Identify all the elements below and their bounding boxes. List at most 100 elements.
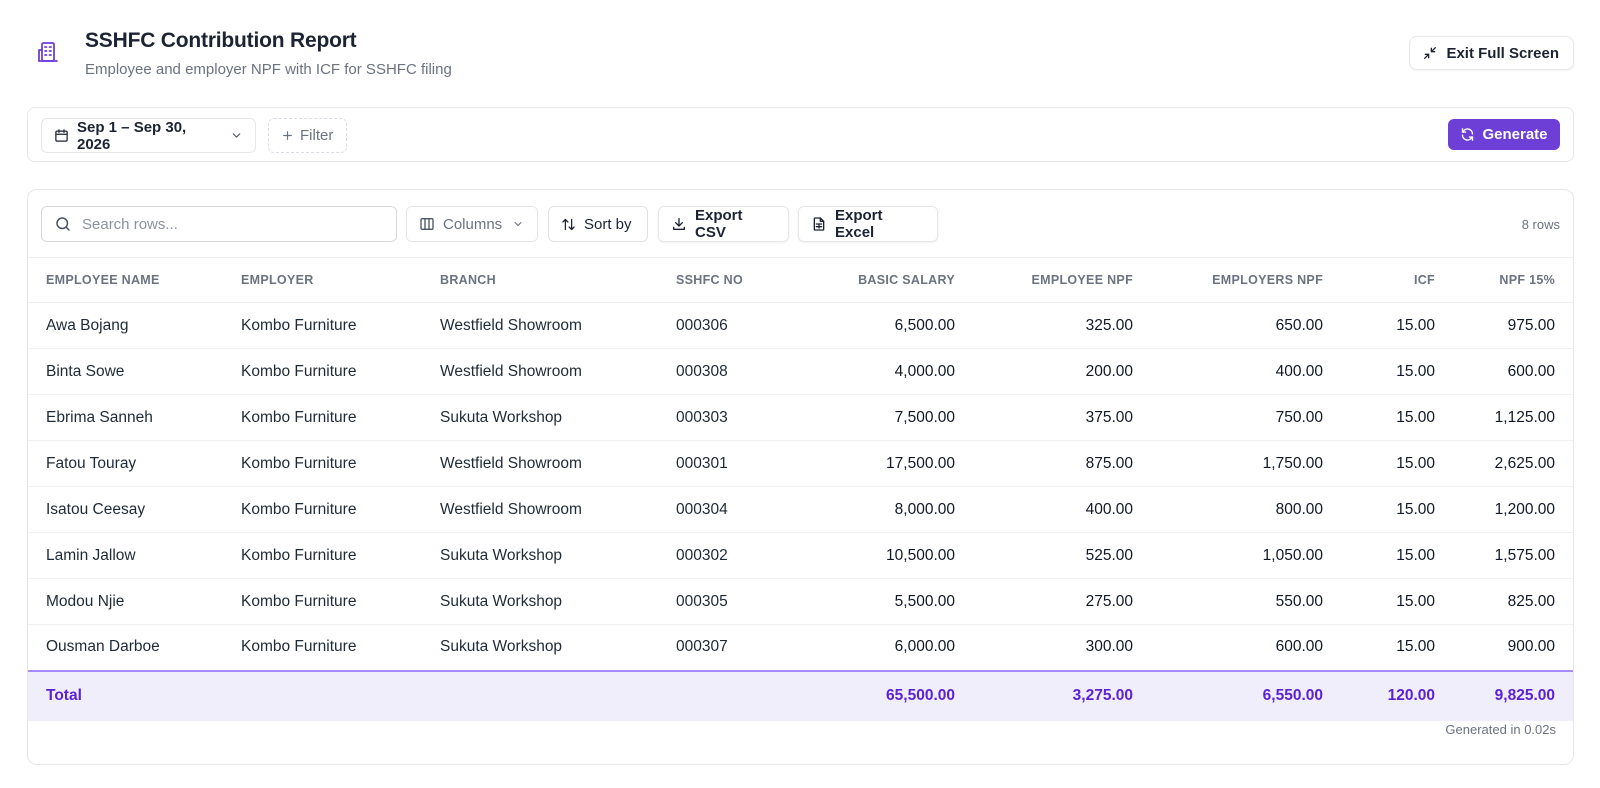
exit-fullscreen-label: Exit Full Screen — [1446, 44, 1559, 62]
cell-basic-salary: 6,500.00 — [778, 302, 973, 349]
table-row[interactable]: Awa Bojang Kombo Furniture Westfield Sho… — [28, 302, 1573, 349]
total-label: Total — [28, 669, 223, 721]
total-npf-15: 9,825.00 — [1453, 669, 1573, 721]
table-row[interactable]: Ebrima Sanneh Kombo Furniture Sukuta Wor… — [28, 394, 1573, 441]
cell-branch: Westfield Showroom — [422, 348, 658, 395]
cell-basic-salary: 4,000.00 — [778, 348, 973, 395]
cell-branch: Sukuta Workshop — [422, 394, 658, 441]
cell-employers-npf: 800.00 — [1151, 486, 1341, 533]
search-field[interactable] — [41, 206, 397, 242]
calendar-icon — [54, 128, 69, 143]
column-header-basic-salary[interactable]: Basic Salary — [778, 257, 973, 303]
column-header-employee-name[interactable]: Employee Name — [28, 257, 223, 303]
contribution-table: Employee Name Employer Branch SSHFC No B… — [28, 257, 1573, 721]
cell-npf-15: 825.00 — [1453, 578, 1573, 625]
columns-label: Columns — [443, 215, 503, 233]
total-empty-cell — [223, 669, 422, 721]
cell-employee-name: Awa Bojang — [28, 302, 223, 349]
search-icon — [54, 215, 72, 233]
columns-button[interactable]: Columns — [406, 206, 538, 242]
report-toolbar: Sep 1 – Sep 30, 2026 Filter Generate — [27, 107, 1574, 162]
total-empty-cell — [658, 669, 778, 721]
sort-label: Sort by — [584, 215, 632, 233]
cell-sshfc-no: 000301 — [658, 440, 778, 487]
cell-employers-npf: 650.00 — [1151, 302, 1341, 349]
table-row[interactable]: Modou Njie Kombo Furniture Sukuta Worksh… — [28, 578, 1573, 625]
cell-sshfc-no: 000302 — [658, 532, 778, 579]
total-empty-cell — [422, 669, 658, 721]
building-icon — [36, 40, 60, 64]
cell-branch: Sukuta Workshop — [422, 624, 658, 671]
cell-employee-npf: 275.00 — [973, 578, 1151, 625]
column-header-icf[interactable]: ICF — [1341, 257, 1453, 303]
table-row[interactable]: Isatou Ceesay Kombo Furniture Westfield … — [28, 486, 1573, 533]
cell-npf-15: 1,575.00 — [1453, 532, 1573, 579]
cell-branch: Sukuta Workshop — [422, 532, 658, 579]
cell-sshfc-no: 000304 — [658, 486, 778, 533]
cell-branch: Westfield Showroom — [422, 302, 658, 349]
cell-npf-15: 1,125.00 — [1453, 394, 1573, 441]
add-filter-button[interactable]: Filter — [268, 118, 347, 153]
generate-label: Generate — [1482, 126, 1548, 143]
cell-employer: Kombo Furniture — [223, 348, 422, 395]
cell-sshfc-no: 000307 — [658, 624, 778, 671]
generation-time-note: Generated in 0.02s — [1445, 722, 1556, 737]
exit-fullscreen-button[interactable]: Exit Full Screen — [1409, 36, 1574, 70]
cell-employee-npf: 525.00 — [973, 532, 1151, 579]
table-body: Awa Bojang Kombo Furniture Westfield Sho… — [28, 302, 1573, 721]
cell-basic-salary: 6,000.00 — [778, 624, 973, 671]
search-input[interactable] — [82, 215, 372, 233]
cell-employee-name: Ousman Darboe — [28, 624, 223, 671]
column-header-branch[interactable]: Branch — [422, 257, 658, 303]
cell-employers-npf: 1,050.00 — [1151, 532, 1341, 579]
cell-employee-name: Binta Sowe — [28, 348, 223, 395]
cell-employee-name: Fatou Touray — [28, 440, 223, 487]
cell-npf-15: 975.00 — [1453, 302, 1573, 349]
cell-employer: Kombo Furniture — [223, 486, 422, 533]
cell-employer: Kombo Furniture — [223, 532, 422, 579]
sort-icon — [561, 217, 576, 232]
cell-basic-salary: 5,500.00 — [778, 578, 973, 625]
cell-employee-npf: 325.00 — [973, 302, 1151, 349]
cell-basic-salary: 17,500.00 — [778, 440, 973, 487]
column-header-employers-npf[interactable]: Employers NPF — [1151, 257, 1341, 303]
table-row[interactable]: Fatou Touray Kombo Furniture Westfield S… — [28, 440, 1573, 487]
cell-employee-name: Ebrima Sanneh — [28, 394, 223, 441]
columns-icon — [419, 216, 435, 232]
page-subtitle: Employee and employer NPF with ICF for S… — [85, 61, 452, 78]
cell-employer: Kombo Furniture — [223, 440, 422, 487]
cell-sshfc-no: 000308 — [658, 348, 778, 395]
cell-npf-15: 600.00 — [1453, 348, 1573, 395]
export-excel-label: Export Excel — [835, 207, 883, 241]
cell-employee-name: Modou Njie — [28, 578, 223, 625]
cell-icf: 15.00 — [1341, 394, 1453, 441]
cell-icf: 15.00 — [1341, 624, 1453, 671]
cell-basic-salary: 8,000.00 — [778, 486, 973, 533]
chevron-down-icon — [230, 129, 243, 142]
cell-sshfc-no: 000306 — [658, 302, 778, 349]
table-row[interactable]: Ousman Darboe Kombo Furniture Sukuta Wor… — [28, 624, 1573, 671]
cell-icf: 15.00 — [1341, 486, 1453, 533]
sort-by-button[interactable]: Sort by — [548, 206, 648, 242]
cell-employer: Kombo Furniture — [223, 302, 422, 349]
cell-employers-npf: 400.00 — [1151, 348, 1341, 395]
total-employers-npf: 6,550.00 — [1151, 669, 1341, 721]
cell-employer: Kombo Furniture — [223, 394, 422, 441]
cell-employer: Kombo Furniture — [223, 624, 422, 671]
export-csv-button[interactable]: Export CSV — [658, 206, 789, 242]
page-header: SSHFC Contribution Report Employee and e… — [28, 26, 1574, 86]
cell-employer: Kombo Furniture — [223, 578, 422, 625]
date-range-picker[interactable]: Sep 1 – Sep 30, 2026 — [41, 118, 256, 153]
cell-employee-npf: 300.00 — [973, 624, 1151, 671]
table-header-row: Employee Name Employer Branch SSHFC No B… — [28, 257, 1573, 303]
export-excel-button[interactable]: Export Excel — [798, 206, 938, 242]
column-header-npf-15[interactable]: NPF 15% — [1453, 257, 1573, 303]
column-header-employer[interactable]: Employer — [223, 257, 422, 303]
column-header-employee-npf[interactable]: Employee NPF — [973, 257, 1151, 303]
table-row[interactable]: Binta Sowe Kombo Furniture Westfield Sho… — [28, 348, 1573, 395]
cell-employee-npf: 875.00 — [973, 440, 1151, 487]
cell-npf-15: 900.00 — [1453, 624, 1573, 671]
column-header-sshfc-no[interactable]: SSHFC No — [658, 257, 778, 303]
table-row[interactable]: Lamin Jallow Kombo Furniture Sukuta Work… — [28, 532, 1573, 579]
generate-button[interactable]: Generate — [1448, 119, 1560, 150]
